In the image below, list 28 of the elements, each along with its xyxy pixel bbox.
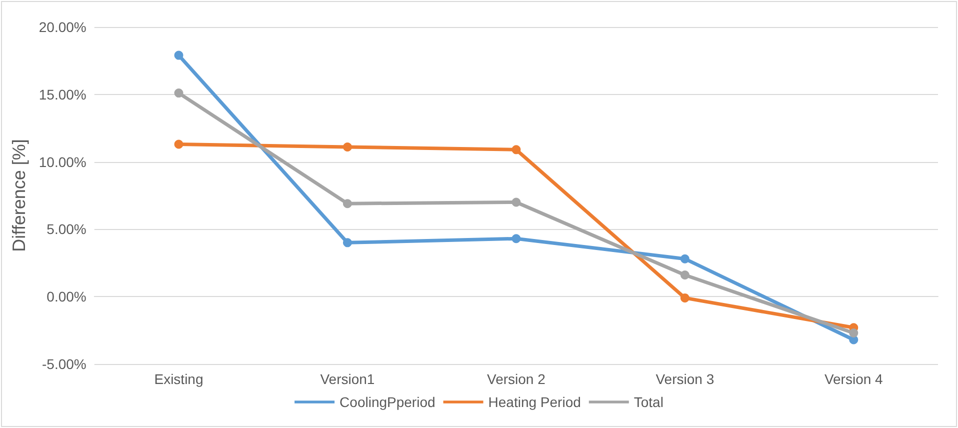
point xyxy=(512,145,521,154)
point xyxy=(342,238,352,248)
x-tick-label: Version 3 xyxy=(656,371,714,387)
x-tick-label: Existing xyxy=(154,371,204,387)
x-tick-label: Version 2 xyxy=(487,371,546,387)
legend-label: Heating Period xyxy=(488,394,581,410)
y-tick-label: 0.00% xyxy=(46,288,86,305)
point xyxy=(680,293,690,302)
y-axis-title: Difference [%] xyxy=(9,139,29,252)
legend-label: CoolingPperiod xyxy=(340,394,436,410)
point xyxy=(680,254,690,264)
y-tick-label: 5.00% xyxy=(46,221,86,238)
point xyxy=(342,199,352,208)
y-tick-label: 15.00% xyxy=(38,86,86,102)
point xyxy=(512,198,521,207)
legend-label: Total xyxy=(634,394,664,410)
point xyxy=(174,140,184,149)
point xyxy=(174,88,184,98)
x-tick-label: Version1 xyxy=(320,371,375,387)
x-tick-label: Version 4 xyxy=(824,371,884,387)
point xyxy=(512,234,521,244)
point xyxy=(680,270,690,280)
point xyxy=(342,142,352,152)
y-tick-label: 20.00% xyxy=(38,19,86,35)
y-tick-label: -5.00% xyxy=(42,356,86,372)
y-tick-label: 10.00% xyxy=(38,154,86,170)
point xyxy=(849,328,858,338)
point xyxy=(174,50,184,60)
